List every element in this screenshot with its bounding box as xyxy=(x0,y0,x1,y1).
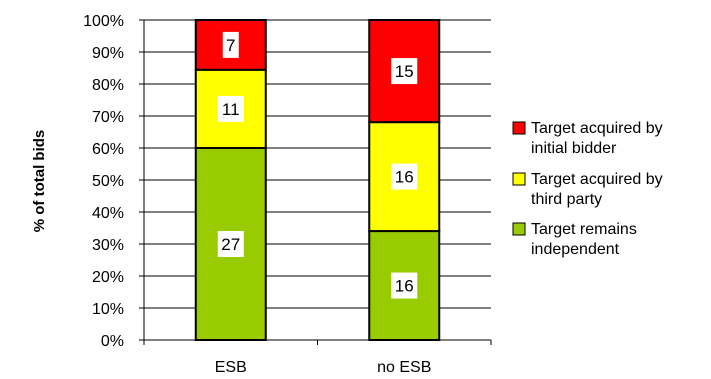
legend-swatch xyxy=(512,172,526,186)
y-tick-label: 70% xyxy=(92,109,124,126)
y-tick-label: 100% xyxy=(83,13,124,30)
data-label: 27 xyxy=(221,235,240,254)
data-label-background xyxy=(391,163,418,190)
x-category-label: no ESB xyxy=(377,359,431,376)
x-axis-categories: ESB no ESB xyxy=(215,359,432,376)
y-tick-label: 50% xyxy=(92,173,124,190)
data-label: 7 xyxy=(226,36,235,55)
axes xyxy=(143,20,492,345)
y-tick-label: 10% xyxy=(92,301,124,318)
legend-label: Target remains xyxy=(531,221,637,238)
legend-label: initial bidder xyxy=(531,140,617,157)
data-label: 11 xyxy=(222,100,240,119)
legend-swatch xyxy=(512,121,526,135)
legend: Target acquired by initial bidder Target a… xyxy=(512,120,663,258)
data-label: 15 xyxy=(395,62,414,81)
data-label: 16 xyxy=(395,168,414,187)
legend-swatch xyxy=(512,222,526,236)
bars: 27 11 7 16 16 15 xyxy=(194,19,441,341)
y-tick-label: 0% xyxy=(101,333,124,350)
y-tick-label: 30% xyxy=(92,237,124,254)
y-tick-label: 60% xyxy=(92,141,124,158)
data-label-background xyxy=(217,231,244,257)
y-tick-label: 80% xyxy=(92,77,124,94)
data-label-background xyxy=(391,272,418,299)
legend-label: third party xyxy=(531,191,602,208)
legend-label: Target acquired by xyxy=(531,120,663,137)
data-label-background xyxy=(222,31,239,58)
x-category-label: ESB xyxy=(215,359,247,376)
legend-label: Target acquired by xyxy=(531,171,663,188)
y-tick-label: 90% xyxy=(92,45,124,62)
legend-label: independent xyxy=(531,241,620,258)
y-tick-label: 20% xyxy=(92,269,124,286)
y-axis-ticks: 0% 10% 20% 30% 40% 50% 60% 70% 80% 90% 100% xyxy=(83,13,144,350)
data-label-background xyxy=(391,58,418,85)
data-label-background xyxy=(217,95,244,122)
data-label: 16 xyxy=(395,277,414,296)
y-axis-label: % of total bids xyxy=(31,130,48,233)
y-tick-label: 40% xyxy=(92,205,124,222)
